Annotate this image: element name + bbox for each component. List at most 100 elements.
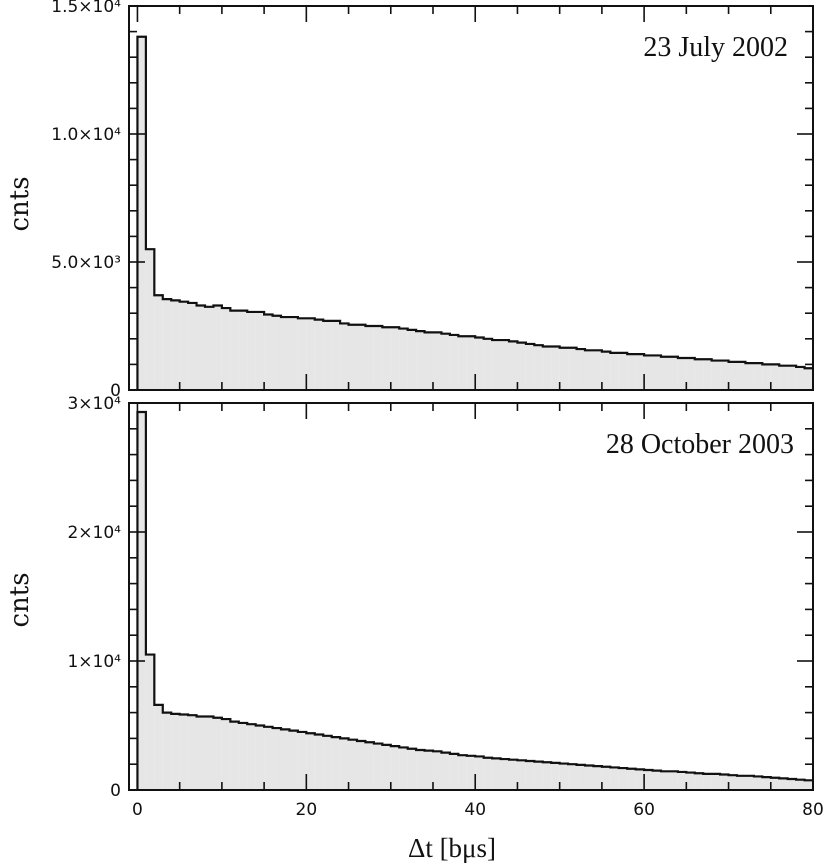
histogram-bin-top xyxy=(703,359,712,390)
histogram-bin-bottom xyxy=(534,761,543,790)
histogram-bin-bottom xyxy=(357,740,366,790)
histogram-bin-bottom xyxy=(703,773,712,790)
histogram-bin-bottom xyxy=(500,759,509,790)
histogram-bin-top xyxy=(669,356,678,390)
histogram-bin-top xyxy=(779,365,788,390)
histogram-bin-bottom xyxy=(542,762,552,790)
histogram-bin-bottom xyxy=(255,725,265,790)
histogram-bin-bottom xyxy=(449,753,459,790)
plot-frame-top xyxy=(128,5,814,391)
y-axis-title-bottom: cnts xyxy=(5,572,35,627)
histogram-bin-top xyxy=(610,352,619,390)
histogram-bin-top xyxy=(154,295,163,390)
histogram-bin-bottom xyxy=(137,412,146,790)
histogram-bin-bottom xyxy=(492,758,501,790)
histogram-bin-bottom xyxy=(652,770,661,790)
histogram-bin-bottom xyxy=(205,716,214,790)
histogram-bin-bottom xyxy=(601,766,611,790)
histogram-bin-bottom xyxy=(171,713,180,790)
histogram-bin-bottom xyxy=(331,737,341,790)
histogram-bin-bottom xyxy=(661,771,670,790)
histogram-bin-top xyxy=(255,311,265,390)
histogram-bin-bottom xyxy=(433,751,442,790)
histogram-bin-top xyxy=(661,356,670,390)
histogram-bin-top xyxy=(796,366,805,390)
histogram-bin-bottom xyxy=(196,716,205,790)
histogram-bin-bottom xyxy=(281,729,290,790)
histogram-bin-bottom xyxy=(745,775,754,790)
histogram-bin-bottom xyxy=(753,776,763,790)
histogram-bin-top xyxy=(348,324,357,390)
histogram-bin-bottom xyxy=(340,738,349,790)
histogram-bin-bottom xyxy=(779,778,788,790)
histogram-bin-top xyxy=(399,328,408,390)
histogram-bin-bottom xyxy=(593,766,602,790)
x-tick-label: 80 xyxy=(802,800,824,820)
histogram-bin-bottom xyxy=(188,715,197,790)
histogram-bin-bottom xyxy=(762,777,771,790)
histogram-bin-top xyxy=(728,361,737,390)
y-axis-title-top: cnts xyxy=(5,176,35,231)
histogram-bin-top xyxy=(517,342,526,390)
histogram-bin-bottom xyxy=(289,730,298,790)
histogram-outline-top xyxy=(136,35,813,390)
histogram-bin-bottom xyxy=(728,775,737,790)
histogram-bin-bottom xyxy=(770,777,780,790)
histogram-bin-top xyxy=(551,346,560,390)
histogram-bin-top xyxy=(306,318,315,390)
histogram-bin-top xyxy=(137,36,146,390)
histogram-bin-top xyxy=(635,354,645,390)
histogram-bin-top xyxy=(568,347,577,390)
plot-frame-bottom xyxy=(128,402,814,791)
histogram-bin-top xyxy=(534,345,543,390)
histogram-bin-bottom xyxy=(306,733,315,790)
histogram-bin-bottom xyxy=(627,768,636,790)
histogram-bin-bottom xyxy=(466,755,476,790)
histogram-bin-top xyxy=(677,358,687,390)
histogram-bin-top xyxy=(618,352,628,390)
y-tick-label-top: 1.0×10⁴ xyxy=(51,125,121,145)
histogram-bin-bottom xyxy=(247,724,256,790)
histogram-bin-bottom xyxy=(365,742,374,790)
histogram-bin-bottom xyxy=(264,726,273,790)
histogram-bin-bottom xyxy=(297,731,307,790)
histogram-bin-bottom xyxy=(458,755,467,790)
histogram-bin-top xyxy=(509,341,518,390)
panel-bottom: 0 1×10⁴ 2×10⁴ 3×10⁴ 0 20 40 60 80 28 October 200… xyxy=(5,394,824,863)
histogram-bin-bottom xyxy=(416,750,425,790)
histogram-bin-bottom xyxy=(179,714,189,790)
histogram-bin-top xyxy=(213,305,222,390)
histogram-bin-top xyxy=(221,308,231,390)
y-tick-label-bottom: 0 xyxy=(110,781,121,801)
histogram-bin-top xyxy=(281,317,290,390)
histogram-bin-top xyxy=(247,311,256,390)
histogram-bin-top xyxy=(492,340,501,390)
histogram-plot-bottom: 0 1×10⁴ 2×10⁴ 3×10⁴ 0 20 40 60 80 xyxy=(67,394,823,820)
histogram-bin-top xyxy=(475,337,484,390)
histogram-bin-top xyxy=(179,301,189,390)
histogram-bin-top xyxy=(416,331,425,390)
y-tick-label-bottom: 3×10⁴ xyxy=(67,394,121,414)
histogram-bin-top xyxy=(694,359,704,390)
histogram-bin-bottom xyxy=(424,750,433,790)
histogram-bin-top xyxy=(314,319,324,390)
histogram-bin-bottom xyxy=(390,746,400,790)
histogram-bin-top xyxy=(737,361,746,390)
histogram-bin-bottom xyxy=(475,756,484,790)
histogram-bin-top xyxy=(787,365,797,390)
histogram-bin-bottom xyxy=(576,764,585,790)
histogram-bin-bottom xyxy=(221,719,231,790)
panel-title-top: 23 July 2002 xyxy=(643,32,788,63)
histogram-bin-bottom xyxy=(551,762,560,790)
histogram-bin-bottom xyxy=(635,769,645,790)
histogram-bin-top xyxy=(644,355,653,390)
histogram-bin-bottom xyxy=(559,763,569,790)
histogram-bin-bottom xyxy=(694,773,704,790)
histogram-bin-top xyxy=(711,360,721,390)
panel-title-bottom: 28 October 2003 xyxy=(606,429,794,460)
histogram-bin-bottom xyxy=(618,768,628,790)
histogram-bin-bottom xyxy=(323,735,332,790)
histogram-bin-bottom xyxy=(162,712,172,790)
y-tick-label-top: 5.0×10³ xyxy=(51,253,121,273)
